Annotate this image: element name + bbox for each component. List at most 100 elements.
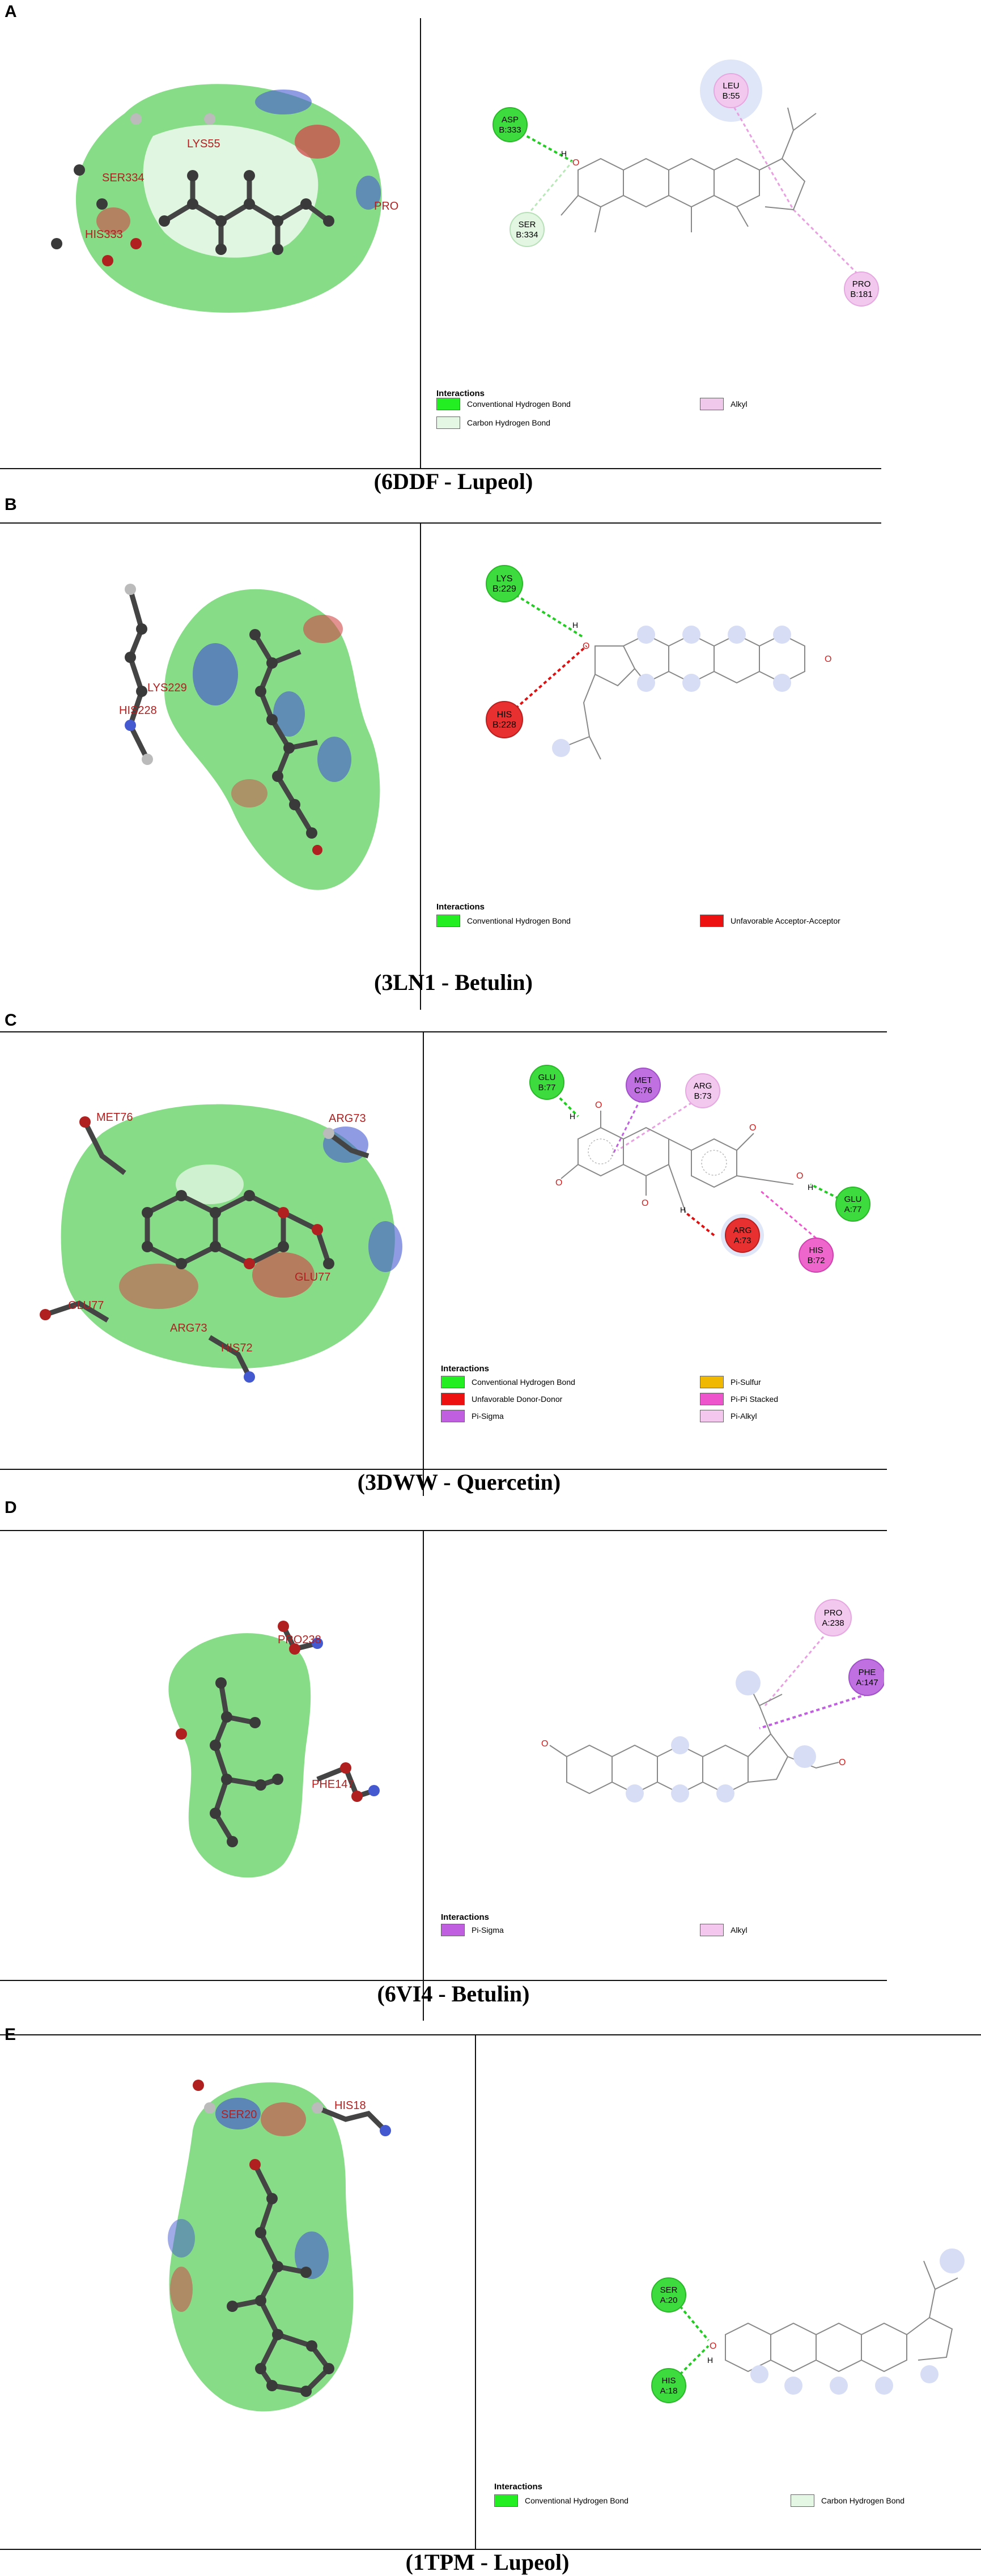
legend-label: Pi-Alkyl bbox=[731, 1412, 757, 1421]
ligand-structure bbox=[725, 2260, 958, 2373]
residue-chain: B:181 bbox=[850, 290, 872, 299]
legend-title: Interactions bbox=[494, 2482, 543, 2492]
legend-label: Conventional Hydrogen Bond bbox=[467, 399, 571, 409]
ligand-structure bbox=[549, 1682, 839, 1795]
legend-label: Pi-Sigma bbox=[472, 1925, 504, 1935]
residue-chain: B:229 bbox=[492, 584, 516, 594]
legend-swatch bbox=[700, 1376, 724, 1388]
residue-name: ASP bbox=[502, 115, 519, 125]
2d-interaction-diagram: O O PRO A:238 PHE A:147 bbox=[541, 1599, 884, 1803]
svg-text:H: H bbox=[808, 1183, 813, 1192]
divider-horizontal bbox=[0, 522, 881, 524]
residue-chain: B:55 bbox=[723, 91, 740, 101]
divider-horizontal bbox=[0, 1031, 887, 1032]
residue-name: GLU bbox=[538, 1073, 556, 1082]
legend-item: Pi-Sulfur bbox=[700, 1376, 761, 1388]
residue-leu-b55: LEU B:55 bbox=[714, 73, 749, 108]
binding-surface bbox=[164, 589, 380, 890]
legend-label: Alkyl bbox=[731, 1925, 748, 1935]
residue-circle bbox=[814, 1599, 852, 1636]
binding-surface bbox=[169, 2082, 354, 2412]
svg-text:O: O bbox=[710, 2341, 716, 2351]
legend-swatch bbox=[700, 1924, 724, 1936]
svg-text:O: O bbox=[595, 1100, 602, 1110]
residue-circle bbox=[685, 1073, 720, 1108]
svg-text:O: O bbox=[555, 1178, 562, 1188]
residue-circle bbox=[509, 212, 545, 247]
residue-circle bbox=[529, 1065, 564, 1100]
svg-text:O: O bbox=[642, 1198, 648, 1208]
divider-horizontal bbox=[0, 1469, 887, 1470]
residue-pro-b181: PRO B:181 bbox=[844, 271, 879, 307]
residue-his-b72: HIS B:72 bbox=[799, 1238, 834, 1273]
residue-name: GLU bbox=[844, 1195, 862, 1204]
svg-text:H: H bbox=[680, 1205, 686, 1214]
atom-label: HIS18 bbox=[334, 2099, 366, 2112]
atom-label: HIS228 bbox=[119, 704, 157, 717]
residue-arg-a73: ARG A:73 bbox=[725, 1218, 760, 1253]
atom-label: ARG73 bbox=[329, 1112, 366, 1125]
legend-swatch bbox=[494, 2494, 518, 2507]
residue-circle bbox=[492, 107, 528, 142]
panel-c: C MET76 ARG73 GLU77 ARG73 HIS72 GLU7 bbox=[0, 1009, 981, 1519]
residue-chain: B:73 bbox=[694, 1091, 712, 1101]
atom-label: HIS72 bbox=[221, 1342, 253, 1354]
residue-name: HIS bbox=[809, 1246, 823, 1255]
panel-b: B LYS229 HIS228 bbox=[0, 493, 981, 1014]
residue-name: PRO bbox=[824, 1608, 843, 1618]
atom-label: SER20 bbox=[221, 2109, 257, 2121]
residue-name: HIS bbox=[497, 710, 512, 720]
residue-ser-b334: SER B:334 bbox=[509, 212, 545, 247]
legend-label: Carbon Hydrogen Bond bbox=[467, 418, 551, 427]
residue-circle bbox=[714, 73, 749, 108]
divider-vertical bbox=[475, 2034, 476, 2550]
panel-letter: B bbox=[5, 495, 17, 514]
residue-chain: B:228 bbox=[492, 720, 516, 730]
residue-circle bbox=[486, 565, 523, 602]
panel-caption: (6VI4 - Betulin) bbox=[377, 1981, 530, 2007]
svg-text:H: H bbox=[570, 1112, 575, 1121]
legend-label: Carbon Hydrogen Bond bbox=[821, 2496, 905, 2505]
legend-title: Interactions bbox=[436, 902, 485, 912]
legend-label: Pi-Sigma bbox=[472, 1412, 504, 1421]
atom-balls bbox=[193, 2080, 391, 2397]
residue-arg-b73: ARG B:73 bbox=[685, 1073, 720, 1108]
2d-interaction-diagram: O H SER A:20 HIS A:18 bbox=[651, 2248, 965, 2403]
legend-label: Conventional Hydrogen Bond bbox=[472, 1378, 575, 1387]
legend-swatch bbox=[700, 398, 724, 410]
atom-label: GLU77 bbox=[295, 1271, 330, 1283]
residue-circle bbox=[725, 1218, 760, 1253]
legend-item: Alkyl bbox=[700, 1924, 748, 1936]
legend-swatch bbox=[441, 1376, 465, 1388]
residue-name: SER bbox=[519, 220, 536, 229]
residue-phe-a147: PHE A:147 bbox=[848, 1659, 884, 1696]
3d-docking-view: PRO238 PHE147 bbox=[168, 1621, 380, 1878]
atom-label: PHE147 bbox=[312, 1778, 354, 1791]
residue-pro-a238: PRO A:238 bbox=[814, 1599, 852, 1636]
panel-letter: C bbox=[5, 1011, 17, 1030]
residue-name: ARG bbox=[733, 1226, 752, 1235]
legend-item: Unfavorable Donor-Donor bbox=[441, 1393, 562, 1405]
legend-item: Conventional Hydrogen Bond bbox=[494, 2494, 628, 2507]
legend-title: Interactions bbox=[441, 1364, 490, 1374]
svg-text:O: O bbox=[583, 641, 589, 651]
panel-a: A SER334 LYS55 HIS333 PRO bbox=[0, 0, 981, 494]
residue-name: MET bbox=[634, 1076, 652, 1085]
panel-letter: D bbox=[5, 1498, 17, 1517]
svg-text:O: O bbox=[572, 158, 579, 168]
binding-surface bbox=[168, 1633, 311, 1878]
hydrophobic-halos bbox=[750, 2248, 965, 2395]
residue-chain: A:238 bbox=[822, 1618, 844, 1628]
legend-label: Conventional Hydrogen Bond bbox=[467, 916, 571, 925]
residue-chain: B:334 bbox=[516, 230, 538, 240]
residue-chain: A:18 bbox=[660, 2386, 678, 2396]
3d-docking-view: SER20 HIS18 bbox=[168, 2080, 391, 2412]
divider-horizontal bbox=[0, 468, 881, 469]
residue-circle bbox=[651, 2368, 686, 2403]
residue-circle bbox=[486, 701, 523, 738]
divider-vertical bbox=[423, 1530, 424, 2021]
panel-letter: A bbox=[5, 2, 17, 21]
residue-circle bbox=[844, 271, 879, 307]
divider-vertical bbox=[420, 522, 421, 1010]
2d-interaction-diagram: H O O O H O H O GLU B:77 MET C:76 ARG B:… bbox=[529, 1065, 870, 1273]
